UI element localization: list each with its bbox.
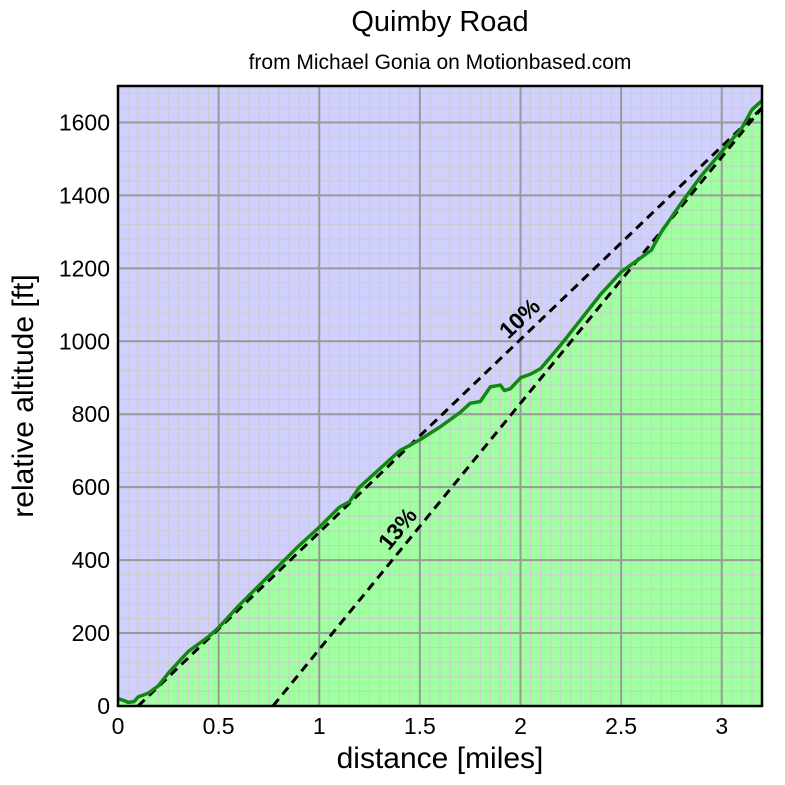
x-tick-label: 0 <box>112 713 125 739</box>
y-tick-label: 800 <box>72 401 110 427</box>
reference-line-10pct <box>137 106 764 708</box>
y-tick-label: 200 <box>72 620 110 646</box>
y-axis-ticks: 0 200 400 600 800 1000 1200 1400 1600 <box>59 109 110 719</box>
y-axis-label: relative altitude [ft] <box>7 274 40 517</box>
y-tick-label: 1200 <box>59 255 110 281</box>
y-tick-label: 1000 <box>59 328 110 354</box>
reference-lines <box>137 106 764 708</box>
y-tick-label: 1400 <box>59 182 110 208</box>
x-axis-ticks: 0 0.5 1 1.5 2 2.5 3 <box>112 713 729 739</box>
y-tick-label: 0 <box>97 693 110 719</box>
x-tick-label: 3 <box>715 713 728 739</box>
elevation-profile <box>117 99 764 705</box>
plot-frame <box>116 84 764 708</box>
y-tick-label: 400 <box>72 547 110 573</box>
x-tick-label: 2 <box>514 713 527 739</box>
x-tick-label: 2.5 <box>605 713 637 739</box>
x-tick-label: 1 <box>313 713 326 739</box>
y-tick-label: 1600 <box>59 109 110 135</box>
x-tick-label: 1.5 <box>404 713 436 739</box>
reference-line-13pct <box>271 106 764 707</box>
profile-line <box>117 99 764 705</box>
chart-title: Quimby Road <box>351 6 528 38</box>
chart-subtitle: from Michael Gonia on Motionbased.com <box>249 51 632 74</box>
x-axis-label: distance [miles] <box>337 742 544 775</box>
y-tick-label: 600 <box>72 474 110 500</box>
x-tick-label: 0.5 <box>203 713 235 739</box>
